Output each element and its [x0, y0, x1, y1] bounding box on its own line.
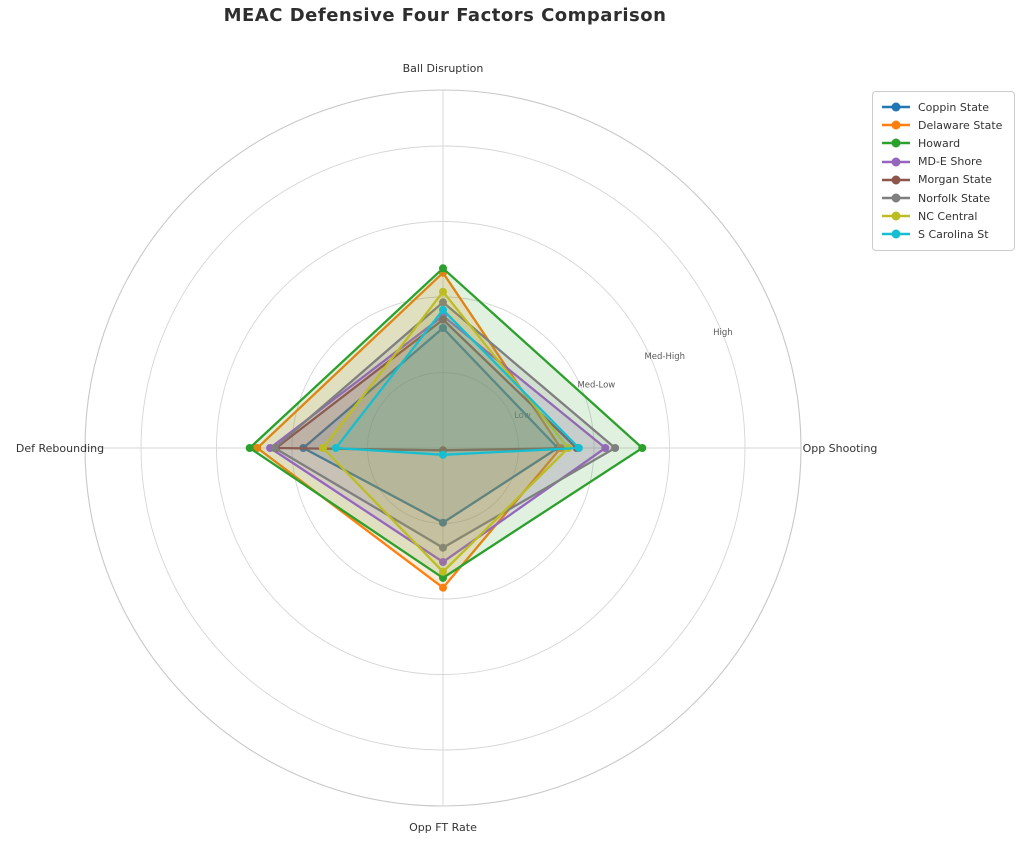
radar-fill-nc-central — [323, 291, 569, 572]
legend-item-s-carolina-st: S Carolina St — [881, 225, 1006, 243]
data-point-howard-opp-shooting — [638, 444, 647, 452]
legend-label-morgan-state: Morgan State — [918, 173, 992, 187]
axis-label-opp-shooting: Opp Shooting — [803, 442, 878, 455]
data-point-s-carolina-st-opp-shooting — [574, 444, 583, 452]
data-point-md-e-shore-opp-shooting — [601, 444, 610, 452]
legend-item-delaware-state: Delaware State — [881, 116, 1006, 134]
chart-title: MEAC Defensive Four Factors Comparison — [223, 5, 667, 26]
data-point-delaware-state-def-rebounding — [253, 444, 262, 452]
axis-label-def-rebounding: Def Rebounding — [16, 442, 104, 455]
legend-item-morgan-state: Morgan State — [881, 171, 1006, 189]
data-point-nc-central-ball-disruption — [439, 287, 447, 296]
data-point-norfolk-state-opp-shooting — [611, 444, 620, 452]
data-point-coppin-state-ball-disruption — [439, 324, 447, 332]
data-point-norfolk-state-opp-ft-rate — [439, 543, 447, 552]
legend: Coppin State Delaware State Howard MD-E Sho… — [872, 91, 1015, 251]
legend-label-s-carolina-st: S Carolina St — [918, 227, 989, 241]
radial-tick-label-high: High — [713, 328, 733, 338]
radar-fill-s-carolina-st — [335, 309, 579, 455]
legend-item-nc-central: NC Central — [881, 207, 1006, 225]
legend-marker-md-e-shore — [882, 157, 910, 167]
radial-tick-label-med-high: Med-High — [644, 352, 685, 362]
legend-marker-norfolk-state — [882, 193, 910, 203]
data-point-morgan-state-ball-disruption — [439, 315, 447, 324]
data-point-delaware-state-opp-ft-rate — [439, 583, 447, 592]
legend-marker-coppin-state — [882, 102, 910, 112]
legend-marker-s-carolina-st — [882, 229, 910, 239]
legend-marker-delaware-state — [882, 120, 910, 130]
data-point-s-carolina-st-opp-ft-rate — [439, 450, 447, 459]
axis-label-opp-ft-rate: Opp FT Rate — [409, 821, 477, 834]
data-point-howard-def-rebounding — [245, 444, 254, 452]
radial-tick-label-low: Low — [514, 411, 531, 421]
legend-item-md-e-shore: MD-E Shore — [881, 153, 1006, 171]
data-point-howard-opp-ft-rate — [439, 573, 447, 582]
data-point-md-e-shore-opp-ft-rate — [439, 558, 447, 566]
legend-marker-morgan-state — [882, 175, 910, 185]
legend-marker-nc-central — [882, 211, 910, 221]
data-point-norfolk-state-ball-disruption — [439, 298, 447, 307]
data-point-nc-central-def-rebounding — [319, 444, 327, 452]
radial-tick-label-med-low: Med-Low — [577, 380, 615, 390]
legend-label-norfolk-state: Norfolk State — [918, 191, 991, 205]
legend-label-md-e-shore: MD-E Shore — [918, 155, 983, 169]
legend-label-delaware-state: Delaware State — [918, 118, 1003, 132]
data-point-howard-ball-disruption — [439, 264, 447, 273]
data-point-nc-central-opp-ft-rate — [439, 567, 447, 576]
legend-label-coppin-state: Coppin State — [918, 100, 990, 114]
legend-item-norfolk-state: Norfolk State — [881, 189, 1006, 207]
data-point-norfolk-state-def-rebounding — [270, 444, 279, 452]
data-point-coppin-state-opp-ft-rate — [439, 518, 447, 527]
legend-label-nc-central: NC Central — [918, 209, 978, 223]
legend-item-howard: Howard — [881, 134, 1006, 152]
axis-label-ball-disruption: Ball Disruption — [403, 62, 484, 75]
legend-item-coppin-state: Coppin State — [881, 98, 1006, 116]
legend-marker-howard — [882, 138, 910, 148]
radar-fill-md-e-shore — [270, 315, 606, 562]
radar-fill-coppin-state — [303, 328, 558, 523]
data-point-s-carolina-st-ball-disruption — [439, 305, 447, 314]
radar-fill-morgan-state — [276, 319, 577, 451]
legend-label-howard: Howard — [918, 136, 961, 150]
data-point-s-carolina-st-def-rebounding — [331, 444, 340, 452]
